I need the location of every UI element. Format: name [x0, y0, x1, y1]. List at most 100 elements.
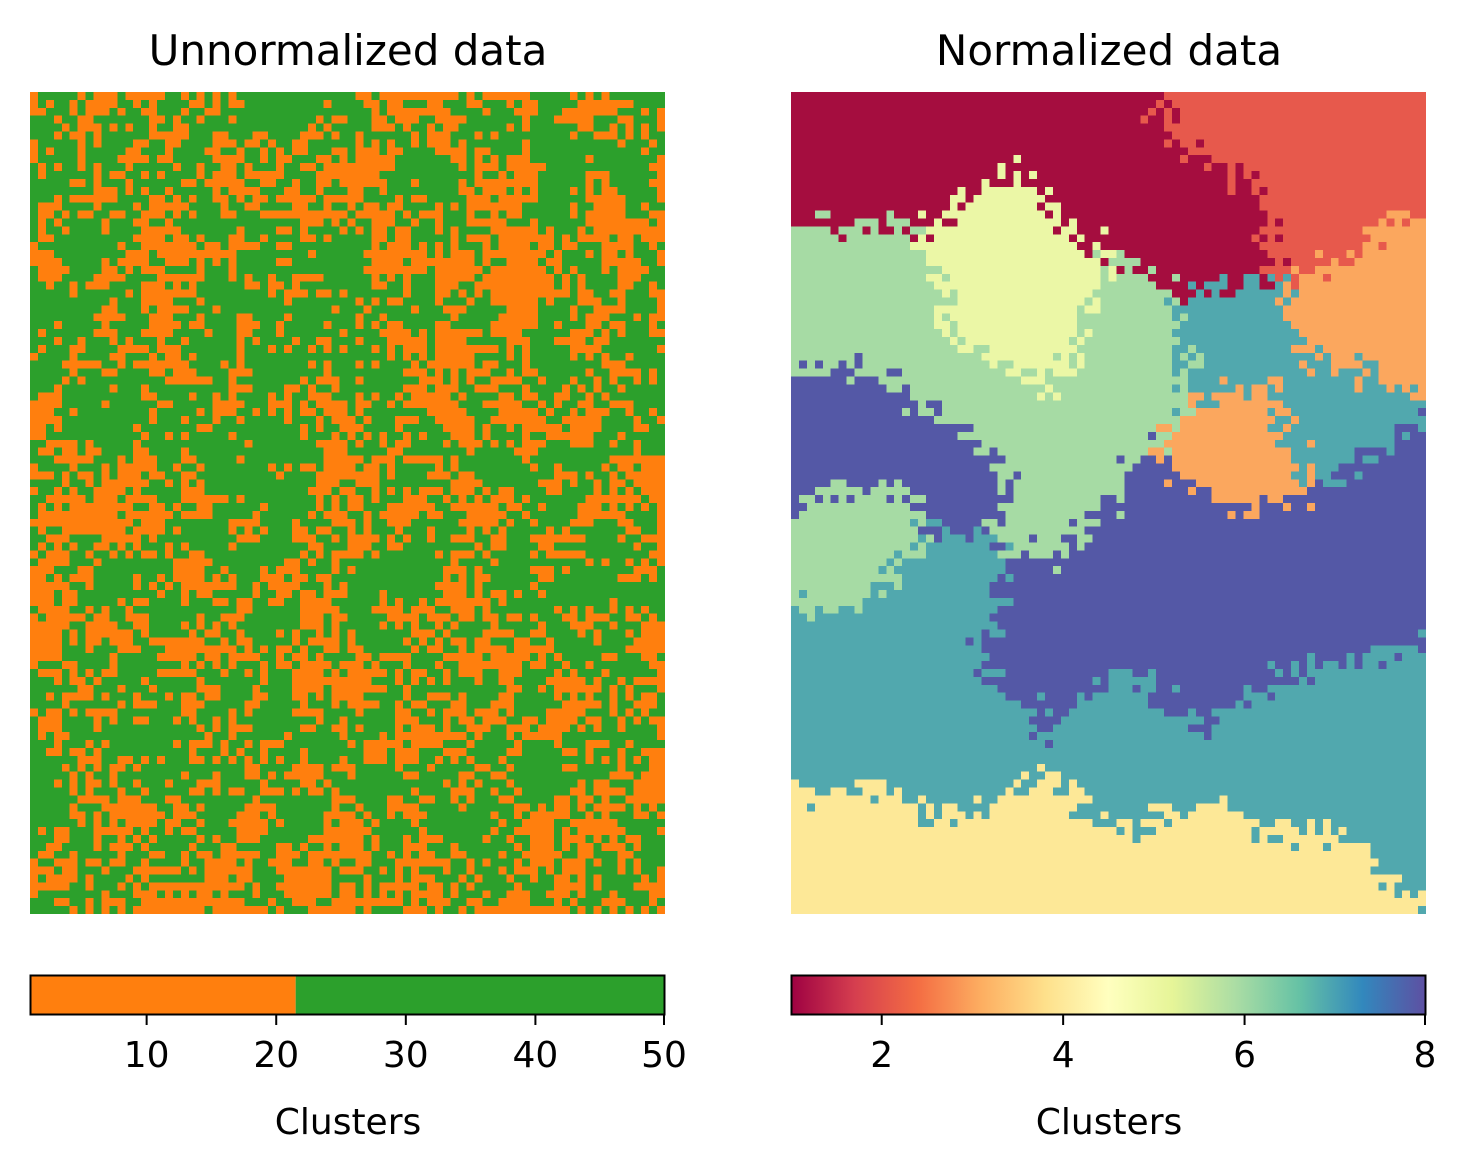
cluster-cell: [125, 250, 150, 259]
cluster-cell: [157, 250, 237, 259]
cluster-cell: [141, 574, 158, 583]
cluster-cell: [649, 661, 665, 670]
cluster-cell: [411, 123, 428, 132]
cluster-cell: [323, 321, 333, 330]
cluster-cell: [585, 866, 618, 875]
cluster-cell: [649, 605, 665, 615]
cluster-cell: [498, 755, 507, 765]
cluster-cell: [30, 384, 55, 393]
cluster-cell: [228, 115, 237, 125]
cluster-cell: [188, 447, 325, 456]
cluster-cell: [498, 408, 539, 417]
cluster-cell: [498, 155, 507, 164]
cluster-cell: [498, 439, 507, 449]
cluster-cell: [180, 281, 190, 290]
cluster-cell: [569, 566, 634, 575]
cluster-cell: [355, 763, 396, 773]
cluster-cell: [164, 550, 174, 559]
cluster-cell: [347, 629, 356, 638]
cluster-cell: [474, 732, 483, 741]
cluster-cell: [260, 684, 293, 694]
cluster-cell: [236, 273, 245, 283]
cluster-cell: [339, 155, 348, 164]
cluster-cell: [411, 621, 420, 630]
cluster-cell: [791, 99, 1157, 109]
cluster-cell: [276, 257, 293, 267]
cluster-cell: [442, 661, 460, 670]
cluster-cell: [434, 218, 444, 227]
cluster-cell: [30, 645, 63, 654]
cluster-cell: [53, 589, 63, 599]
cluster-cell: [1283, 495, 1426, 504]
cluster-cell: [625, 479, 634, 488]
cluster-cell: [1314, 344, 1324, 354]
cluster-cell: [490, 834, 507, 844]
cluster-cell: [30, 582, 71, 591]
cluster-cell: [577, 297, 602, 306]
cluster-cell: [45, 550, 71, 559]
cluster-cell: [617, 281, 634, 290]
cluster-cell: [633, 447, 642, 456]
cluster-cell: [411, 676, 420, 686]
cluster-cell: [482, 257, 491, 267]
cluster-cell: [53, 732, 71, 741]
cluster-cell: [1060, 550, 1070, 559]
cluster-cell: [1005, 479, 1014, 488]
cluster-cell: [514, 827, 555, 836]
cluster-cell: [514, 171, 539, 180]
cluster-cell: [411, 226, 436, 235]
cluster-cell: [30, 281, 47, 290]
cluster-cell: [1005, 518, 1070, 528]
cluster-cell: [538, 542, 555, 551]
cluster-cell: [307, 376, 317, 385]
cluster-cell: [426, 898, 452, 907]
cluster-cell: [593, 305, 626, 314]
cluster-cell: [862, 597, 1014, 607]
cluster-cell: [30, 495, 47, 504]
cluster-cell: [474, 882, 515, 891]
cluster-cell: [1124, 487, 1189, 496]
cluster-cell: [442, 653, 483, 662]
cluster-cell: [585, 194, 626, 204]
cluster-cell: [506, 163, 547, 172]
cluster-cell: [30, 218, 39, 227]
cluster-cell: [157, 819, 166, 828]
cluster-cell: [93, 684, 118, 694]
cluster-cell: [585, 779, 594, 788]
cluster-cell: [141, 392, 158, 401]
cluster-cell: [53, 455, 94, 464]
cluster-cell: [93, 178, 102, 188]
cluster-cell: [1164, 819, 1173, 828]
cluster-cell: [1330, 273, 1426, 283]
cluster-cell: [403, 123, 412, 132]
cluster-cell: [268, 692, 293, 701]
cluster-cell: [117, 771, 182, 781]
cluster-cell: [1164, 439, 1276, 449]
cluster-cell: [387, 139, 396, 148]
cluster-cell: [204, 171, 213, 180]
cluster-cell: [291, 574, 309, 583]
cluster-cell: [426, 384, 436, 393]
cluster-cell: [458, 471, 475, 480]
cluster-cell: [307, 653, 317, 662]
cluster-cell: [530, 724, 539, 733]
cluster-cell: [93, 692, 102, 701]
cluster-cell: [1418, 906, 1426, 914]
cluster-cell: [450, 558, 460, 567]
cluster-cell: [355, 724, 364, 733]
cluster-cell: [172, 510, 182, 520]
cluster-cell: [846, 787, 863, 796]
cluster-cell: [61, 400, 102, 409]
cluster-cell: [418, 716, 444, 725]
cluster-cell: [434, 463, 444, 472]
cluster-cell: [260, 589, 277, 599]
cluster-cell: [323, 194, 364, 204]
cluster-cell: [403, 763, 428, 773]
cluster-cell: [506, 210, 523, 219]
cluster-cell: [53, 827, 71, 836]
cluster-cell: [514, 708, 547, 717]
cluster-cell: [466, 510, 507, 520]
cluster-cell: [1021, 178, 1228, 188]
cluster-cell: [1052, 226, 1062, 235]
cluster-cell: [506, 503, 523, 512]
